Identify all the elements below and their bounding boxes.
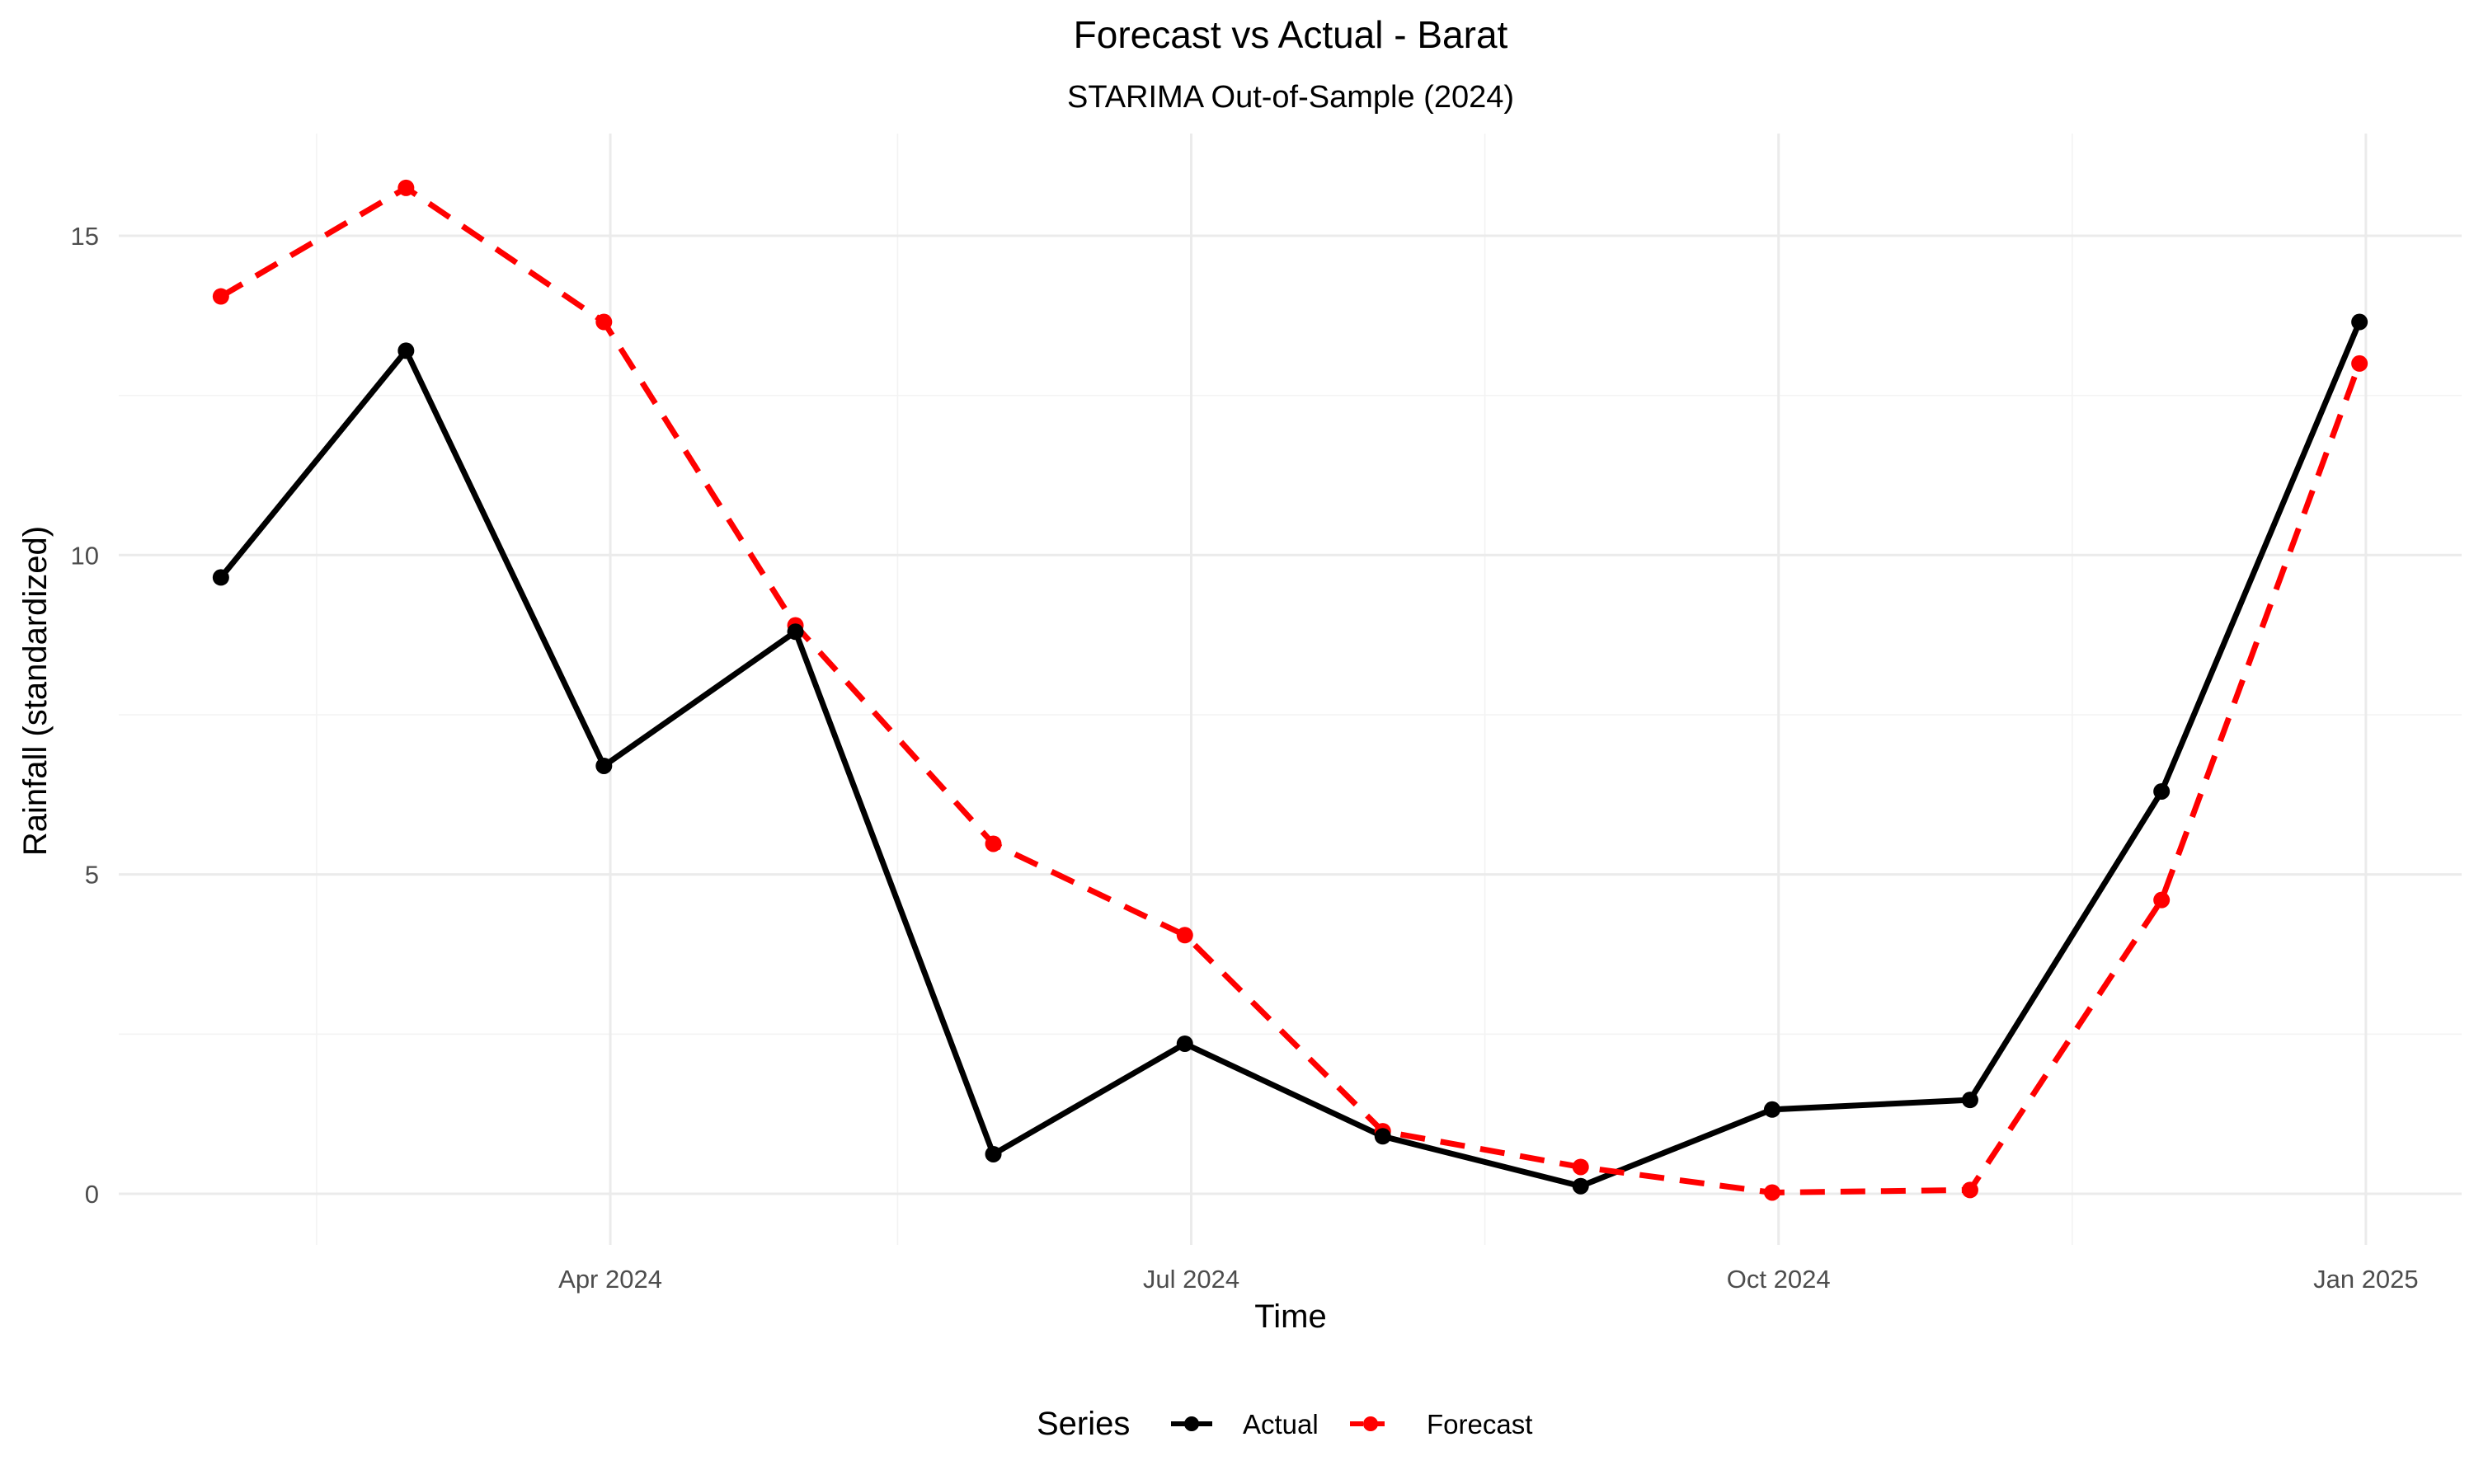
y-tick-labels: 0 5 10 15 (71, 222, 99, 1209)
x-tick-labels: Apr 2024 Jul 2024 Oct 2024 Jan 2025 (558, 1265, 2419, 1294)
point-forecast-4 (985, 835, 1002, 852)
chart-subtitle: STARIMA Out-of-Sample (2024) (1067, 80, 1514, 115)
y-tick-label-0: 0 (85, 1180, 99, 1209)
chart-title: Forecast vs Actual - Barat (1074, 13, 1508, 56)
point-actual-5 (1176, 1035, 1193, 1052)
point-forecast-5 (1176, 927, 1193, 944)
point-actual-7 (1572, 1177, 1589, 1195)
point-forecast-2 (595, 313, 613, 331)
legend-forecast-label: Forecast (1427, 1409, 1532, 1439)
x-tick-label-2: Oct 2024 (1727, 1265, 1831, 1294)
series-line-actual (219, 321, 2363, 1190)
y-axis-label: Rainfall (standardized) (17, 526, 54, 856)
point-forecast-7 (1572, 1158, 1589, 1176)
legend-forecast-swatch-point (1363, 1416, 1378, 1431)
series-line-forecast (219, 185, 2363, 1195)
x-tick-label-1: Jul 2024 (1143, 1265, 1239, 1294)
point-actual-3 (787, 623, 804, 641)
point-actual-11 (2351, 313, 2368, 331)
point-actual-6 (1374, 1128, 1391, 1145)
legend-actual-swatch-point (1184, 1416, 1199, 1431)
point-actual-2 (595, 757, 613, 774)
point-actual-8 (1763, 1101, 1780, 1118)
point-forecast-8 (1763, 1184, 1780, 1201)
point-actual-1 (397, 342, 415, 359)
point-forecast-10 (2153, 891, 2171, 909)
point-forecast-1 (397, 179, 415, 196)
legend-actual-label: Actual (1243, 1409, 1319, 1439)
point-forecast-0 (212, 288, 229, 305)
x-axis-label: Time (1254, 1298, 1326, 1335)
series-lines (219, 185, 2363, 1195)
point-forecast-9 (1961, 1181, 1978, 1199)
legend: Series Actual Forecast (1037, 1406, 1532, 1442)
point-actual-4 (985, 1145, 1002, 1162)
x-tick-label-0: Apr 2024 (558, 1265, 662, 1294)
y-tick-label-3: 15 (71, 222, 99, 251)
point-actual-9 (1961, 1092, 1978, 1109)
y-tick-label-2: 10 (71, 541, 99, 570)
point-actual-10 (2153, 782, 2171, 800)
legend-title: Series (1037, 1406, 1130, 1442)
x-tick-label-3: Jan 2025 (2313, 1265, 2419, 1294)
series-points (212, 179, 2368, 1201)
plot-grid (119, 134, 2462, 1245)
point-forecast-11 (2351, 355, 2368, 372)
point-actual-0 (212, 569, 229, 586)
y-tick-label-1: 5 (85, 861, 99, 890)
